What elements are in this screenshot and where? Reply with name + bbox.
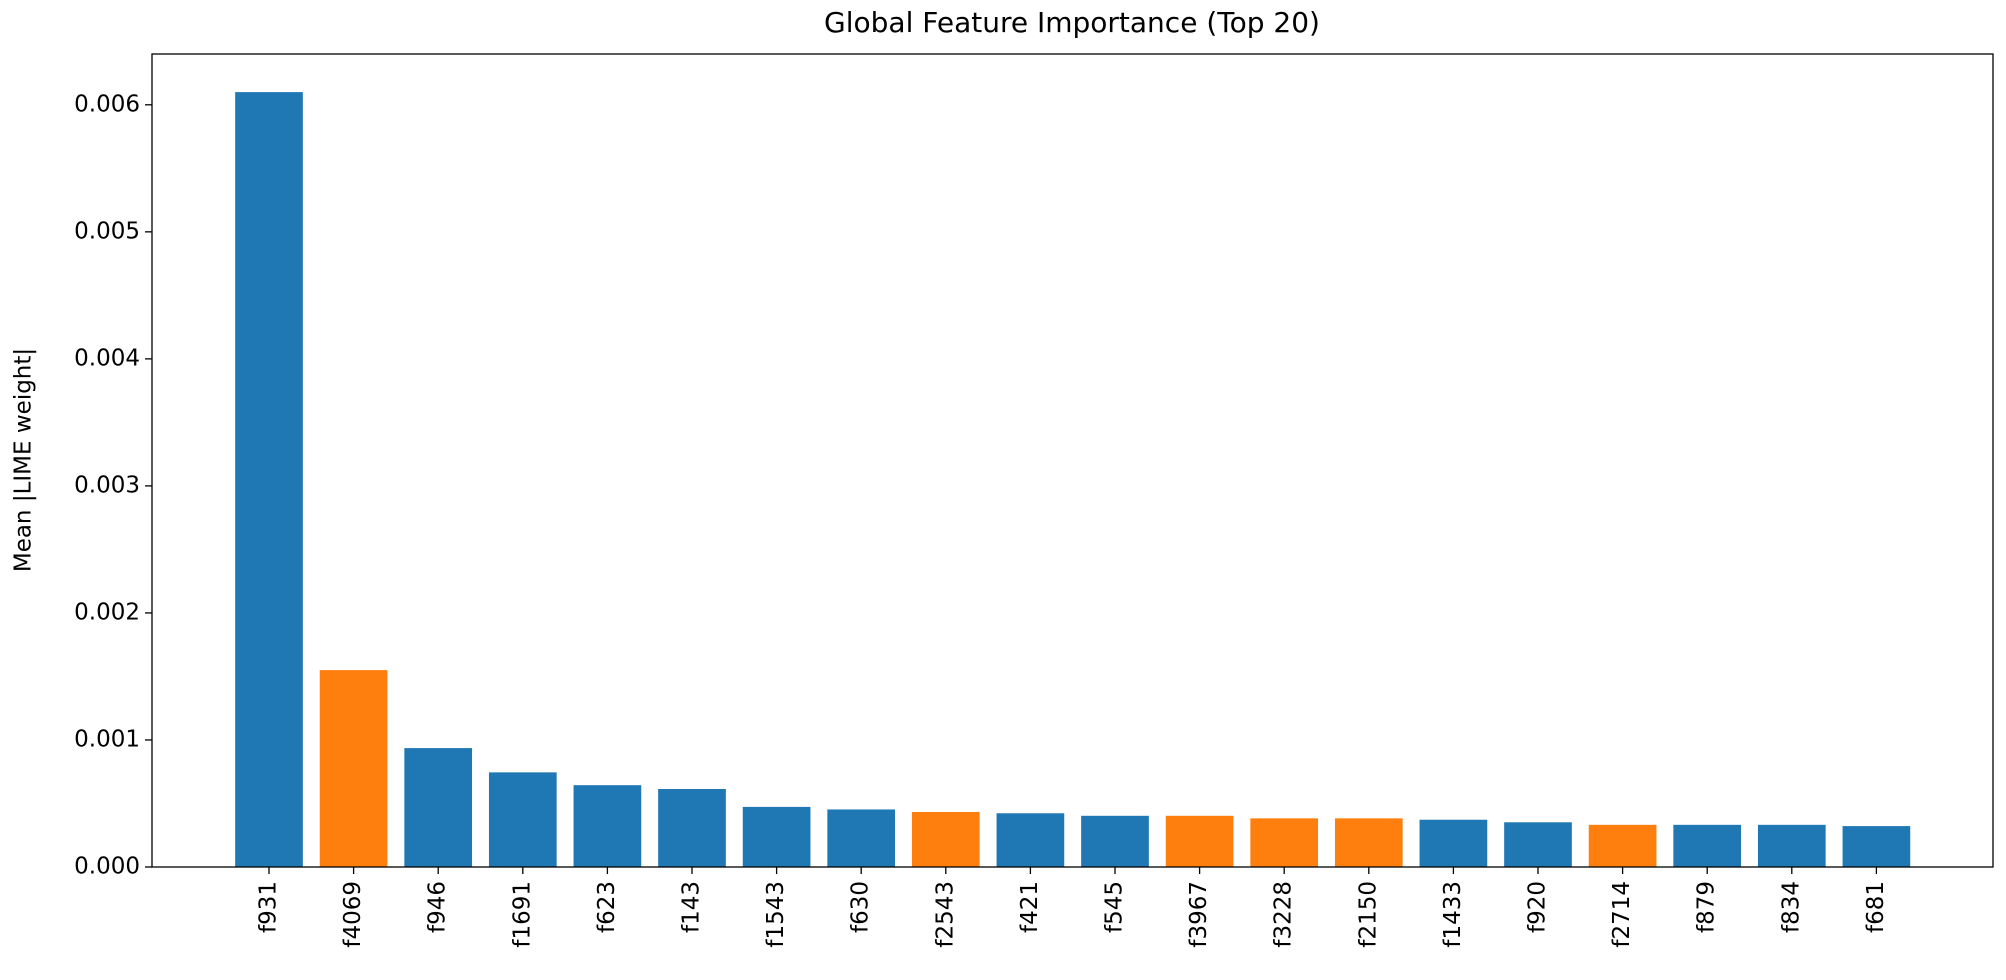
plot-frame [151, 53, 1994, 868]
x-tick-label: f920 [1525, 881, 1551, 933]
bar [1842, 826, 1911, 867]
x-tick-label: f1691 [509, 881, 535, 948]
x-tick-label: f630 [848, 881, 874, 933]
bar [1250, 818, 1319, 867]
x-tick-label: f2150 [1355, 881, 1381, 948]
bar [1673, 824, 1742, 867]
y-tick-label: 0.005 [74, 218, 140, 244]
bar [827, 809, 896, 867]
x-tick-label: f946 [425, 881, 451, 933]
bar [1165, 815, 1234, 867]
x-tick-label: f1433 [1440, 881, 1466, 948]
chart-title: Global Feature Importance (Top 20) [824, 6, 1320, 39]
x-tick-label: f3228 [1271, 881, 1297, 948]
x-tick-label: f681 [1863, 881, 1889, 933]
bar [235, 92, 303, 867]
y-tick-label: 0.000 [74, 854, 140, 880]
y-axis-label: Mean |LIME weight| [11, 348, 37, 572]
x-tick-label: f421 [1017, 881, 1043, 933]
x-tick-label: f879 [1694, 881, 1720, 933]
bar [1757, 824, 1826, 867]
bar [1081, 815, 1149, 867]
bar [1504, 822, 1572, 867]
bar [742, 806, 811, 867]
bar [573, 785, 642, 867]
bar [404, 748, 473, 867]
bar [488, 772, 557, 867]
y-tick-label: 0.002 [74, 599, 140, 625]
bar [1588, 824, 1657, 867]
x-tick-label: f2714 [1609, 881, 1635, 948]
bar [658, 789, 726, 867]
bar [911, 811, 980, 867]
x-tick-label: f931 [256, 881, 282, 933]
y-tick-label: 0.001 [74, 726, 140, 752]
x-tick-label: f3967 [1186, 881, 1212, 948]
x-tick-label: f834 [1778, 881, 1804, 933]
y-tick-label: 0.003 [74, 472, 140, 498]
bar [1419, 819, 1488, 867]
x-tick-label: f545 [1102, 881, 1128, 933]
x-tick-label: f2543 [932, 881, 958, 948]
y-tick-label: 0.004 [74, 345, 140, 371]
x-tick-label: f4069 [340, 881, 366, 948]
x-tick-label: f623 [594, 881, 620, 933]
x-tick-label: f143 [679, 881, 705, 933]
bar [996, 813, 1065, 867]
bar [319, 670, 388, 867]
y-tick-label: 0.006 [74, 91, 140, 117]
x-tick-label: f1543 [763, 881, 789, 948]
bar [1334, 818, 1403, 867]
